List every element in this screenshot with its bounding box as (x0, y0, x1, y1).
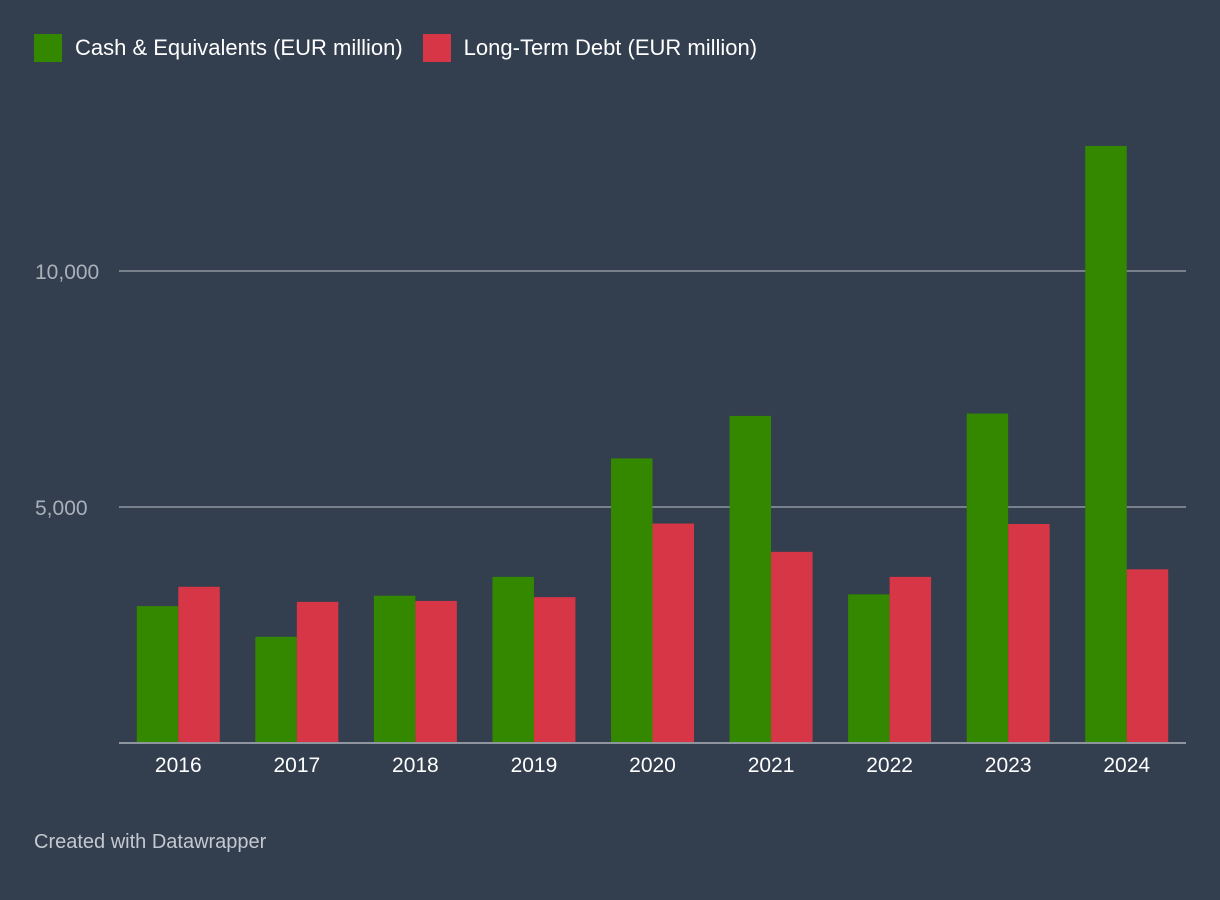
bar-cash-2017 (255, 636, 297, 743)
bar-debt-2020 (652, 523, 694, 743)
bar-debt-2016 (178, 586, 220, 743)
legend-item-cash: Cash & Equivalents (EUR million) (34, 34, 403, 62)
footer-credit: Created with Datawrapper (34, 831, 267, 853)
x-tick-label-2023: 2023 (985, 754, 1032, 777)
bar-cash-2024 (1085, 145, 1127, 744)
y-tick-label-10000: 10,000 (35, 261, 99, 284)
chart-legend: Cash & Equivalents (EUR million) Long-Te… (34, 34, 777, 62)
x-tick-label-2017: 2017 (273, 754, 320, 777)
x-tick-label-2018: 2018 (392, 754, 439, 777)
x-tick-label-2021: 2021 (748, 754, 795, 777)
bar-debt-2019 (533, 597, 576, 743)
bar-debt-2017 (296, 601, 339, 743)
bar-debt-2018 (415, 600, 457, 743)
bar-cash-2021 (729, 415, 772, 743)
bar-cash-2022 (848, 594, 890, 743)
bar-debt-2023 (1008, 523, 1050, 743)
bar-cash-2018 (373, 595, 416, 743)
x-tick-label-2024: 2024 (1103, 754, 1150, 777)
legend-label-cash: Cash & Equivalents (EUR million) (75, 35, 403, 60)
y-tick-label-5000: 5,000 (35, 497, 88, 520)
bar-cash-2019 (492, 576, 534, 743)
x-tick-label-2022: 2022 (866, 754, 913, 777)
bar-debt-2022 (889, 576, 932, 743)
legend-item-debt: Long-Term Debt (EUR million) (422, 34, 758, 62)
bar-cash-2016 (136, 606, 179, 743)
bar-debt-2021 (771, 551, 813, 743)
legend-swatch-debt (422, 34, 451, 62)
bar-cash-2023 (966, 413, 1009, 743)
x-tick-label-2019: 2019 (511, 754, 558, 777)
legend-swatch-cash (34, 34, 62, 62)
legend-label-debt: Long-Term Debt (EUR million) (463, 35, 758, 60)
x-tick-label-2020: 2020 (629, 754, 676, 777)
x-tick-label-2016: 2016 (155, 754, 202, 777)
bar-debt-2024 (1126, 569, 1169, 743)
bar-cash-2020 (611, 458, 653, 743)
